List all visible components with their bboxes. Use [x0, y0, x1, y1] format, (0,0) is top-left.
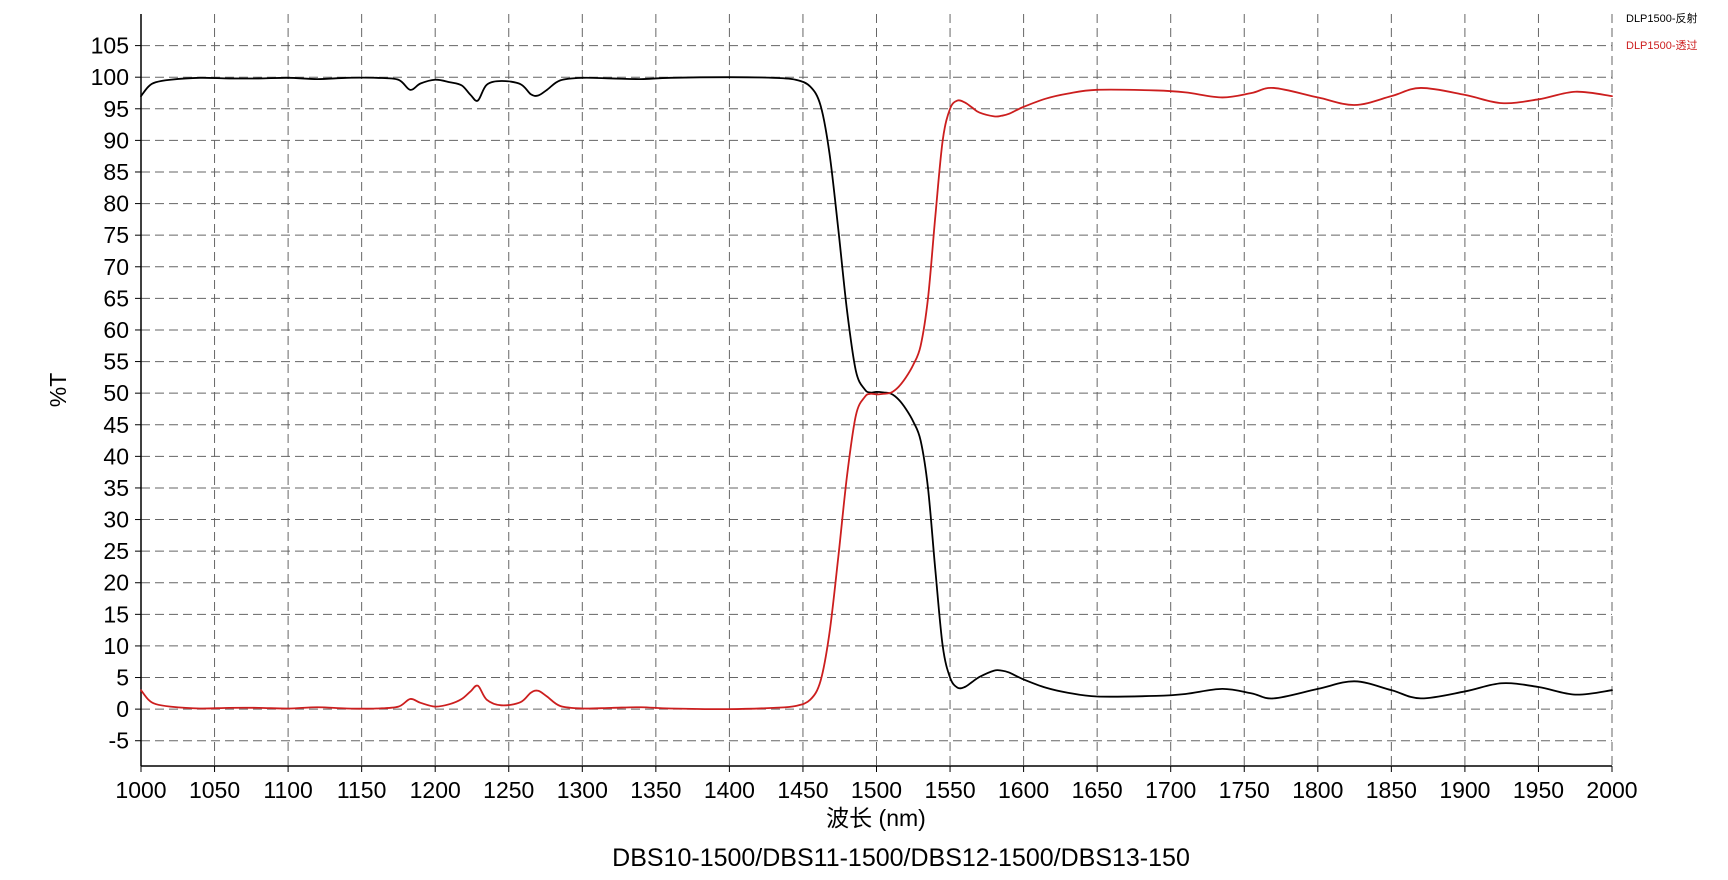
- y-tick-label: 20: [103, 570, 129, 596]
- series-layer: [140, 76, 1613, 711]
- y-tick-label: 90: [103, 127, 129, 153]
- y-tick-label: 15: [103, 601, 129, 627]
- x-tick-label: 1450: [777, 777, 828, 803]
- legend: DLP1500-反射 DLP1500-透过: [1626, 11, 1698, 52]
- x-tick-label: 1600: [998, 777, 1049, 803]
- y-tick-label: -5: [109, 728, 129, 754]
- chart-caption: DBS10-1500/DBS11-1500/DBS12-1500/DBS13-1…: [612, 844, 1190, 872]
- x-tick-label: 1200: [410, 777, 461, 803]
- x-tick-label: 1000: [115, 777, 166, 803]
- x-tick-label: 1750: [1219, 777, 1270, 803]
- x-tick-label: 1300: [557, 777, 608, 803]
- x-tick-label: 1400: [704, 777, 755, 803]
- x-tick-label: 1650: [1072, 777, 1123, 803]
- y-tick-label: 65: [103, 285, 129, 311]
- x-tick-label: 1150: [337, 777, 386, 803]
- x-tick-label: 1350: [630, 777, 681, 803]
- y-tick-label: 30: [103, 507, 129, 533]
- y-tick-label: 75: [103, 222, 129, 248]
- y-tick-label: 55: [103, 349, 129, 375]
- legend-item-label: DLP1500-透过: [1626, 39, 1698, 52]
- y-axis-title: %T: [45, 373, 71, 408]
- y-tick-label: 5: [116, 665, 129, 691]
- y-tick-labels: 1051009590858075706560555045403530252015…: [91, 33, 141, 754]
- y-tick-label: 40: [103, 443, 129, 469]
- x-tick-label: 1050: [189, 777, 240, 803]
- grid-layer: [141, 14, 1613, 766]
- series-line-reflection: [140, 76, 1613, 700]
- series-line-transmission: [140, 86, 1613, 711]
- x-tick-label: 1100: [263, 777, 312, 803]
- x-tick-labels: 1000 1050 1100 1150 1200 1250 1300 1350 1400 1450…: [115, 766, 1638, 803]
- y-tick-label: 105: [91, 33, 129, 59]
- y-tick-label: 10: [103, 633, 129, 659]
- x-tick-label: 1700: [1145, 777, 1196, 803]
- y-tick-label: 80: [103, 191, 129, 217]
- x-tick-label: 1950: [1513, 777, 1564, 803]
- x-tick-label: 1550: [924, 777, 975, 803]
- x-axis-title: 波长 (nm): [826, 805, 926, 831]
- x-tick-label: 1850: [1366, 777, 1417, 803]
- y-tick-label: 60: [103, 317, 129, 343]
- y-tick-label: 0: [116, 696, 129, 722]
- legend-item-label: DLP1500-反射: [1626, 11, 1698, 25]
- x-tick-label: 1500: [851, 777, 902, 803]
- y-tick-label: 50: [103, 380, 129, 406]
- y-tick-label: 95: [103, 96, 129, 122]
- y-tick-label: 35: [103, 475, 129, 501]
- y-tick-label: 25: [103, 538, 129, 564]
- y-tick-label: 70: [103, 254, 129, 280]
- x-tick-label: 1800: [1292, 777, 1343, 803]
- y-tick-label: 100: [91, 64, 129, 90]
- x-tick-label: 2000: [1586, 777, 1637, 803]
- y-tick-label: 45: [103, 412, 129, 438]
- x-tick-label: 1250: [483, 777, 534, 803]
- y-tick-label: 85: [103, 159, 129, 185]
- x-tick-label: 1900: [1439, 777, 1490, 803]
